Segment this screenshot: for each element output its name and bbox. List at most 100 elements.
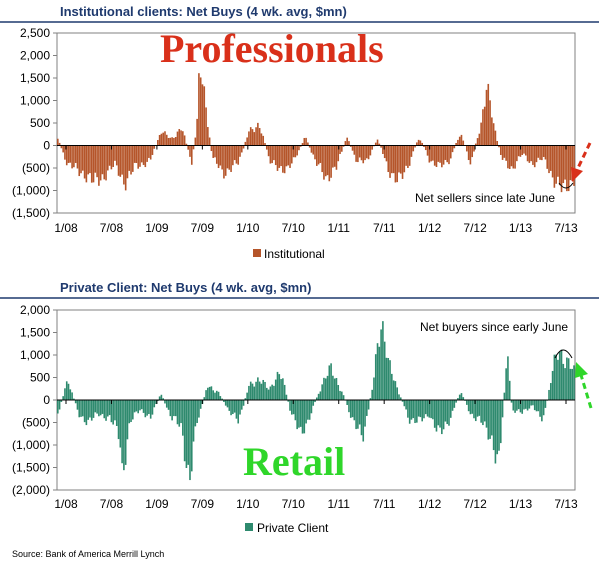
bar-institutional [273,145,275,161]
bar-private [107,400,109,417]
bar-institutional [132,145,134,172]
x-tick-label: 7/10 [282,497,306,511]
bar-institutional [455,143,457,146]
bar-private [65,381,68,400]
bar-private [64,388,66,400]
bar-private [242,400,245,406]
bar-private [114,400,116,421]
bar-institutional [255,127,257,146]
bar-private [566,357,568,400]
bar-institutional [449,145,452,159]
bar-institutional [553,145,556,188]
bar-institutional [110,145,113,170]
bar-private [124,400,127,465]
bar-institutional [157,140,159,146]
x-tick-label: 1/10 [236,497,260,511]
bar-private [457,398,459,400]
bar-institutional [444,145,447,160]
bar-institutional [369,145,372,156]
bar-private [505,368,507,400]
bar-institutional [566,145,568,192]
bar-institutional [260,133,263,146]
bar-private [98,400,100,417]
bar-institutional [378,143,381,146]
bar-private [292,400,295,415]
bar-private [221,398,223,400]
bar-private [224,400,227,406]
bar-private [203,397,206,400]
bar-institutional [151,145,154,155]
bar-institutional [283,145,286,174]
bar-private [421,400,423,422]
bar-institutional [317,145,320,165]
bar-institutional [389,145,391,178]
bar-institutional [165,134,168,146]
bar-private [185,400,188,468]
bar-private [317,393,320,400]
x-tick-label: 1/09 [145,221,169,235]
bar-private [353,400,356,421]
bar-private [130,400,132,422]
bar-institutional [408,145,411,166]
bar-private [385,357,388,400]
bar-institutional [405,145,407,166]
bar-private [424,400,427,415]
bar-private [258,381,261,400]
bar-private [76,400,79,410]
bar-private [169,400,172,417]
bar-private [512,400,515,411]
bar-institutional [198,73,200,146]
bar-institutional [383,145,386,159]
bar-private [548,389,550,400]
bar-institutional [446,145,448,163]
bar-private [369,398,372,400]
bar-private [158,396,161,400]
bar-private [364,400,366,427]
bar-private [240,400,243,410]
bar-institutional [78,145,81,177]
bar-institutional [474,143,477,146]
bar-private [433,400,436,428]
bar-private [492,400,495,451]
bar-institutional [344,141,347,146]
bar-institutional [189,145,191,157]
bar-private [562,363,565,400]
y-tick-label: 0 [43,139,50,153]
bar-institutional [355,145,357,162]
plot-institutional: 2,500 2,000 1,500 1,000 500 0 (500) (1,000) (1,5… [12,26,578,235]
bar-private [351,400,354,418]
bar-private [516,400,518,411]
bar-private [140,400,143,410]
bar-private [380,329,382,400]
bar-private [180,400,182,424]
bar-institutional [532,145,534,165]
bar-institutional [194,137,197,146]
bar-private [557,359,559,400]
bar-private [208,386,211,400]
bar-institutional [119,145,122,177]
bar-institutional [332,145,334,168]
bar-institutional [494,130,497,146]
bar-private [123,400,125,471]
bar-institutional [85,145,88,183]
bar-private [383,341,386,400]
bar-private [555,354,557,400]
bar-institutional [412,145,415,152]
x-tick-label: 7/13 [554,221,578,235]
bar-institutional [215,145,218,164]
bar-private [458,394,461,400]
bar-private [573,365,575,400]
bar-private [85,400,88,426]
bar-institutional [533,145,536,168]
bar-institutional [476,138,479,146]
bar-institutional [167,137,170,146]
bar-institutional [176,131,179,146]
bar-institutional [264,143,266,146]
bar-institutional [466,145,468,152]
bar-institutional [224,145,227,176]
bar-institutional [171,137,173,146]
bar-private [537,400,540,412]
bar-institutional [374,142,377,146]
bar-institutional [573,145,575,186]
bar-private [432,400,434,420]
